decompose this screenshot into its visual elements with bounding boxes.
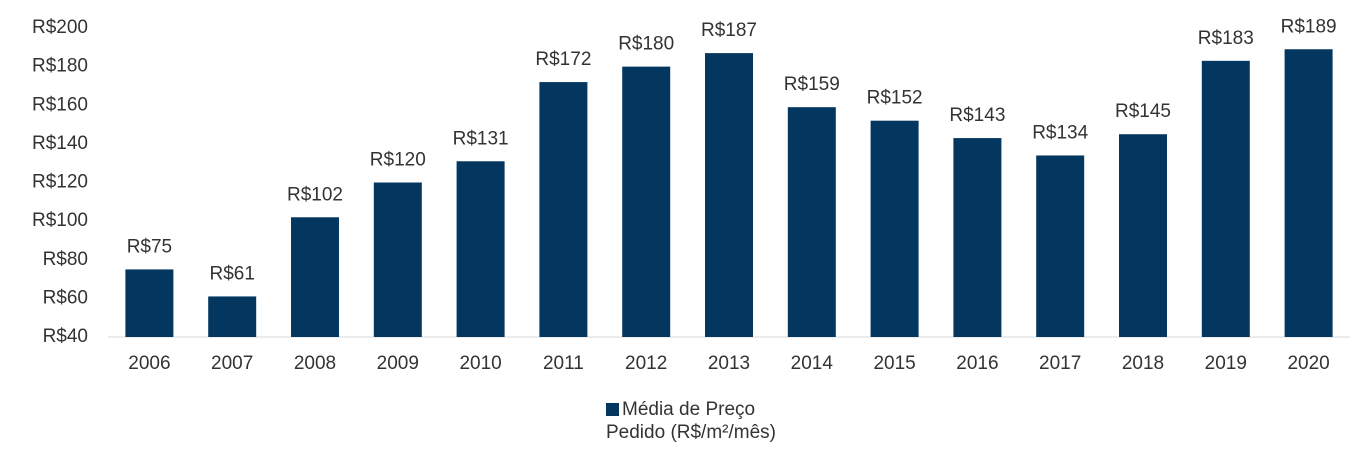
x-tick-label: 2020 xyxy=(1287,353,1329,374)
y-tick-label: R$80 xyxy=(43,249,88,270)
x-tick-label: 2007 xyxy=(211,353,253,374)
bar xyxy=(705,53,753,337)
value-label: R$143 xyxy=(949,105,1005,126)
bar xyxy=(1201,60,1250,338)
bar xyxy=(456,161,505,337)
bar xyxy=(539,82,588,337)
value-label: R$152 xyxy=(867,88,923,109)
value-label: R$131 xyxy=(453,128,509,149)
bar xyxy=(870,120,919,337)
x-tick-label: 2018 xyxy=(1122,353,1164,374)
x-tick-label: 2014 xyxy=(791,353,834,374)
y-tick-label: R$120 xyxy=(32,172,88,193)
legend-label: Média de Preço Pedido (R$/m²/mês) xyxy=(606,399,776,443)
value-label: R$61 xyxy=(209,263,254,284)
value-label: R$145 xyxy=(1115,101,1171,122)
value-label: R$120 xyxy=(370,150,426,171)
x-tick-label: 2012 xyxy=(625,353,667,374)
x-tick-label: 2011 xyxy=(543,353,584,374)
value-label: R$159 xyxy=(784,74,840,95)
chart: R$40 R$60 R$80 R$100 R$120 R$140 R$160 R$180 R$2… xyxy=(32,16,1350,374)
x-tick-label: 2010 xyxy=(459,353,501,374)
bar xyxy=(373,182,422,337)
legend: Média de Preço Pedido (R$/m²/mês) xyxy=(606,398,806,444)
bar xyxy=(1284,49,1333,338)
y-tick-label: R$200 xyxy=(32,17,88,38)
x-tick-label: 2009 xyxy=(377,353,419,374)
bar xyxy=(208,296,257,337)
y-tick-label: R$60 xyxy=(43,287,88,308)
x-tick-label: 2013 xyxy=(708,353,750,374)
value-label: R$172 xyxy=(535,49,591,70)
y-tick-label: R$40 xyxy=(43,326,88,347)
bar xyxy=(291,217,339,337)
value-label: R$102 xyxy=(287,184,343,205)
y-tick-label: R$140 xyxy=(32,133,88,154)
value-label: R$75 xyxy=(127,236,172,257)
y-tick-label: R$180 xyxy=(32,56,88,77)
bar xyxy=(953,138,1002,337)
bar xyxy=(1119,134,1167,337)
x-tick-label: 2015 xyxy=(873,353,915,374)
x-tick-label: 2008 xyxy=(294,353,336,374)
y-tick-label: R$160 xyxy=(32,94,88,115)
x-tick-label: 2006 xyxy=(128,353,170,374)
value-label: R$183 xyxy=(1198,28,1254,49)
x-tick-label: 2017 xyxy=(1039,353,1081,374)
legend-swatch xyxy=(606,403,619,416)
bar xyxy=(622,66,671,337)
value-label: R$134 xyxy=(1032,122,1088,143)
bar xyxy=(1036,155,1085,337)
x-tick-label: 2016 xyxy=(956,353,998,374)
value-label: R$189 xyxy=(1281,16,1337,37)
value-label: R$187 xyxy=(701,20,757,41)
y-tick-label: R$100 xyxy=(32,210,88,231)
bar xyxy=(787,107,836,338)
value-label: R$180 xyxy=(618,34,674,55)
bar xyxy=(125,269,174,337)
x-tick-label: 2019 xyxy=(1205,353,1247,374)
